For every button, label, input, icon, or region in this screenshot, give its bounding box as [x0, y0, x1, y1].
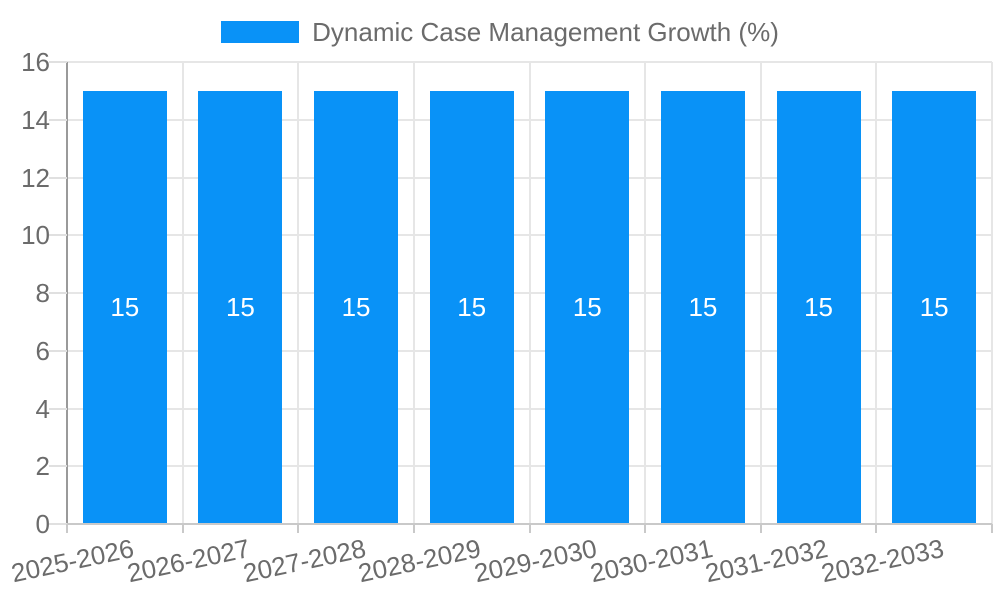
x-tick-label: 2026-2027: [124, 533, 253, 589]
y-tick-label: 2: [35, 451, 50, 482]
gridline-vertical: [875, 62, 878, 524]
x-tick-label: 2028-2029: [355, 533, 484, 589]
y-tick-mark: [49, 292, 67, 294]
x-tick-mark: [759, 524, 762, 533]
y-tick-mark: [49, 176, 67, 179]
y-tick-mark: [49, 407, 67, 410]
gridline-vertical: [297, 62, 300, 524]
x-tick-mark: [66, 524, 68, 533]
y-tick-mark: [49, 349, 67, 352]
x-tick-mark: [412, 524, 415, 533]
bar-value-label: 15: [919, 291, 949, 322]
x-tick-label: 2032-2033: [818, 533, 947, 589]
x-tick-label: 2030-2031: [587, 533, 715, 589]
gridline-vertical: [528, 62, 531, 524]
y-tick-label: 16: [21, 47, 50, 77]
bar[interactable]: 15: [82, 90, 167, 524]
bar[interactable]: 15: [314, 90, 399, 524]
y-axis-line: [66, 62, 68, 533]
y-tick-mark: [49, 61, 67, 63]
x-tick-label: 2027-2028: [240, 533, 369, 589]
bar-value-label: 15: [110, 291, 140, 322]
y-tick-label: 10: [21, 220, 50, 251]
bar[interactable]: 15: [776, 90, 861, 524]
bar-value-label: 15: [688, 291, 718, 322]
x-tick-mark: [875, 524, 878, 533]
x-tick-mark: [644, 524, 647, 533]
bar-value-label: 15: [341, 291, 371, 322]
y-tick-label: 12: [21, 162, 50, 193]
gridline-vertical: [759, 62, 762, 524]
x-tick-mark: [528, 524, 531, 533]
plot-area: 15 15 15 15 15 15 15 15: [66, 61, 993, 533]
bar-value-label: 15: [457, 291, 487, 322]
x-tick-mark: [991, 524, 993, 533]
bar[interactable]: 15: [660, 90, 745, 524]
bar-value-label: 15: [804, 291, 834, 322]
y-tick-mark: [49, 118, 67, 121]
x-tick-label: 2025-2026: [8, 533, 137, 589]
x-tick-mark: [181, 524, 184, 533]
y-tick-label: 14: [21, 104, 50, 135]
legend-label: Dynamic Case Management Growth (%): [312, 17, 779, 47]
x-tick-label: 2029-2030: [471, 533, 600, 589]
y-tick-mark: [49, 465, 67, 468]
y-tick-mark: [49, 234, 67, 237]
y-tick-label: 0: [35, 509, 50, 539]
bar[interactable]: 15: [892, 90, 977, 524]
y-tick-label: 8: [35, 278, 50, 308]
y-tick-label: 6: [35, 335, 50, 366]
chart-legend[interactable]: Dynamic Case Management Growth (%): [0, 18, 1000, 47]
legend-swatch: [221, 21, 300, 44]
gridline-vertical: [991, 62, 993, 524]
x-tick-label: 2031-2032: [702, 533, 831, 589]
y-tick-mark: [49, 523, 67, 525]
gridline-vertical: [412, 62, 415, 524]
bar[interactable]: 15: [545, 90, 630, 524]
gridline-vertical: [644, 62, 647, 524]
bar-value-label: 15: [572, 291, 602, 322]
x-tick-mark: [297, 524, 300, 533]
y-tick-label: 4: [35, 393, 50, 424]
gridline-vertical: [181, 62, 184, 524]
bar-value-label: 15: [225, 291, 255, 322]
bar[interactable]: 15: [198, 90, 283, 524]
bar[interactable]: 15: [429, 90, 514, 524]
